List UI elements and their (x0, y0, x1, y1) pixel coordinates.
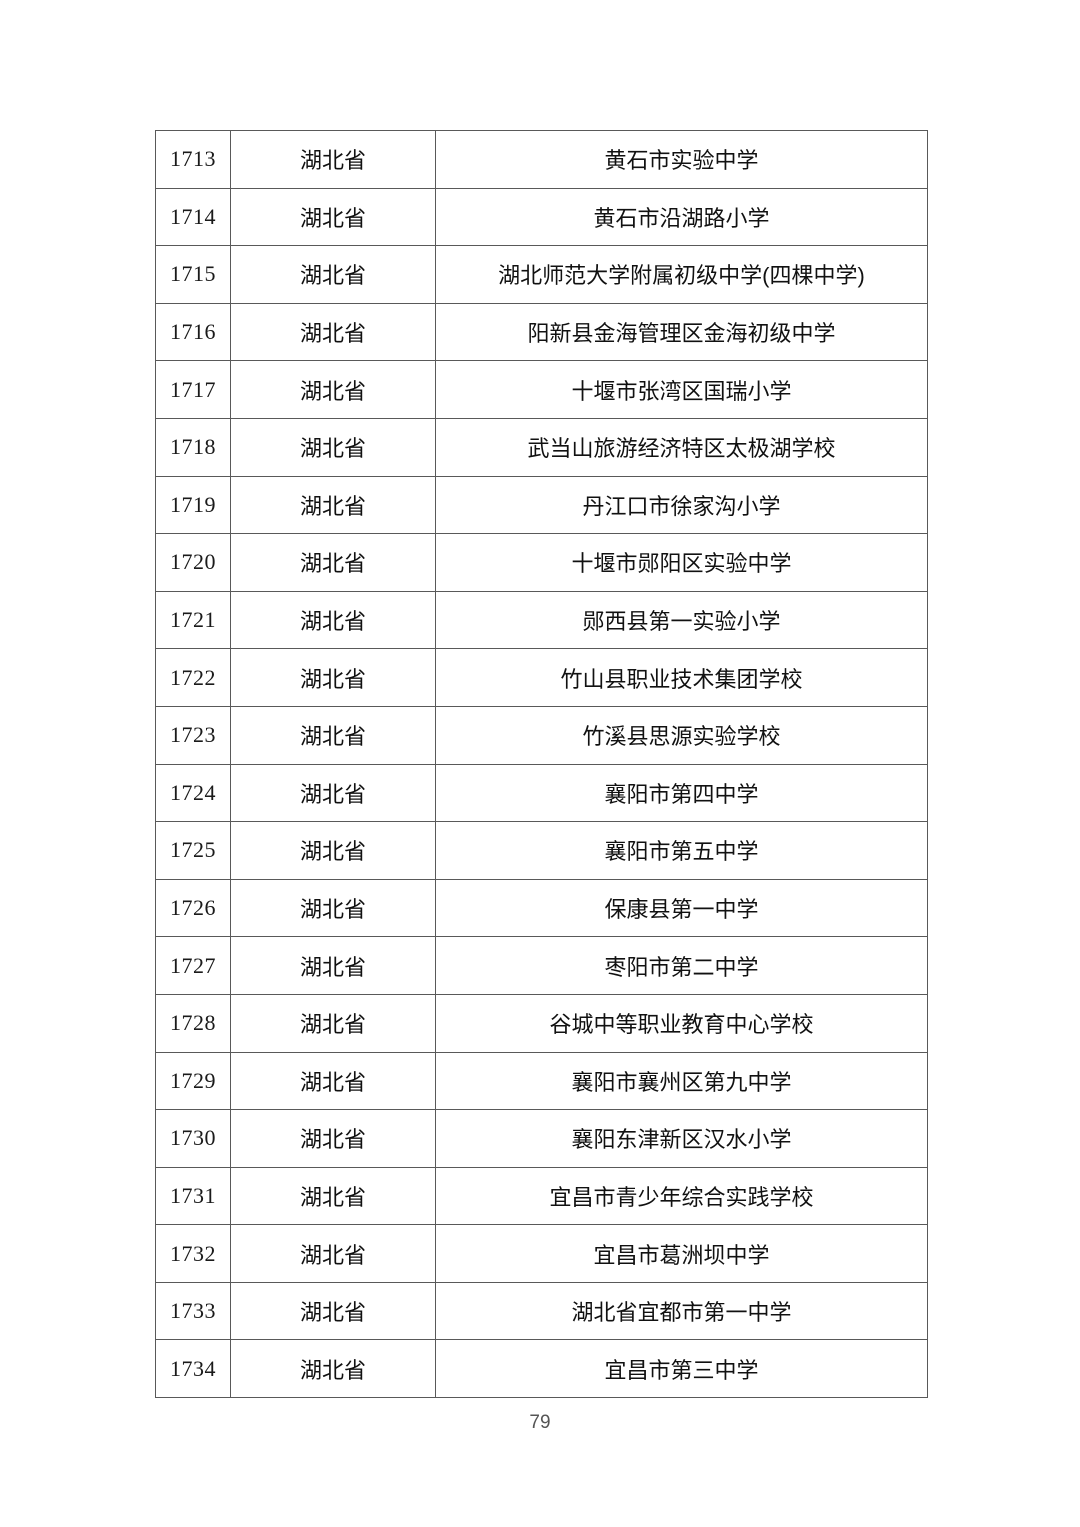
province-cell: 湖北省 (230, 417, 436, 477)
province-cell: 湖北省 (230, 705, 436, 765)
table-row: 1717 湖北省 十堰市张湾区国瑞小学 (155, 360, 928, 419)
row-number-cell: 1718 (155, 417, 231, 477)
school-name-cell: 武当山旅游经济特区太极湖学校 (435, 417, 928, 477)
table-row: 1726 湖北省 保康县第一中学 (155, 878, 928, 938)
table-row: 1728 湖北省 谷城中等职业教育中心学校 (155, 993, 928, 1053)
school-name-cell: 丹江口市徐家沟小学 (435, 475, 928, 535)
table-row: 1721 湖北省 郧西县第一实验小学 (155, 590, 928, 650)
school-name-cell: 宜昌市青少年综合实践学校 (435, 1166, 928, 1226)
province-cell: 湖北省 (230, 1166, 436, 1226)
school-name-cell: 竹溪县思源实验学校 (435, 705, 928, 765)
table-row: 1732 湖北省 宜昌市葛洲坝中学 (155, 1224, 928, 1283)
page-number: 79 (529, 1412, 551, 1433)
school-name-cell: 黄石市沿湖路小学 (435, 187, 928, 247)
row-number-cell: 1716 (155, 302, 231, 362)
school-name-cell: 枣阳市第二中学 (435, 936, 928, 995)
table-row: 1731 湖北省 宜昌市青少年综合实践学校 (155, 1166, 928, 1226)
province-cell: 湖北省 (230, 475, 436, 535)
row-number-cell: 1719 (155, 475, 231, 535)
province-cell: 湖北省 (230, 1109, 436, 1168)
row-number-cell: 1726 (155, 878, 231, 938)
school-table-body: 1713 湖北省 黄石市实验中学 1714 湖北省 黄石市沿湖路小学 1715 … (155, 130, 928, 1399)
province-cell: 湖北省 (230, 1281, 436, 1341)
table-row: 1723 湖北省 竹溪县思源实验学校 (155, 705, 928, 765)
table-row: 1718 湖北省 武当山旅游经济特区太极湖学校 (155, 417, 928, 477)
row-number-cell: 1720 (155, 533, 231, 592)
school-table: 1713 湖北省 黄石市实验中学 1714 湖北省 黄石市沿湖路小学 1715 … (155, 130, 928, 1399)
province-cell: 湖北省 (230, 821, 436, 880)
row-number-cell: 1717 (155, 360, 231, 419)
table-row: 1734 湖北省 宜昌市第三中学 (155, 1339, 928, 1399)
row-number-cell: 1728 (155, 993, 231, 1053)
province-cell: 湖北省 (230, 130, 436, 189)
row-number-cell: 1733 (155, 1281, 231, 1341)
province-cell: 湖北省 (230, 1051, 436, 1111)
province-cell: 湖北省 (230, 936, 436, 995)
province-cell: 湖北省 (230, 648, 436, 707)
row-number-cell: 1732 (155, 1224, 231, 1283)
table-row: 1714 湖北省 黄石市沿湖路小学 (155, 187, 928, 247)
school-name-cell: 襄阳市第四中学 (435, 763, 928, 823)
row-number-cell: 1723 (155, 705, 231, 765)
province-cell: 湖北省 (230, 878, 436, 938)
table-row: 1719 湖北省 丹江口市徐家沟小学 (155, 475, 928, 535)
row-number-cell: 1731 (155, 1166, 231, 1226)
school-name-cell: 湖北师范大学附属初级中学(四棵中学) (435, 245, 928, 304)
province-cell: 湖北省 (230, 1224, 436, 1283)
school-name-cell: 十堰市张湾区国瑞小学 (435, 360, 928, 419)
province-cell: 湖北省 (230, 993, 436, 1053)
table-row: 1733 湖北省 湖北省宜都市第一中学 (155, 1281, 928, 1341)
row-number-cell: 1722 (155, 648, 231, 707)
province-cell: 湖北省 (230, 245, 436, 304)
row-number-cell: 1721 (155, 590, 231, 650)
school-name-cell: 襄阳市襄州区第九中学 (435, 1051, 928, 1111)
table-row: 1725 湖北省 襄阳市第五中学 (155, 821, 928, 880)
row-number-cell: 1734 (155, 1339, 231, 1399)
province-cell: 湖北省 (230, 763, 436, 823)
row-number-cell: 1725 (155, 821, 231, 880)
table-row: 1713 湖北省 黄石市实验中学 (155, 130, 928, 189)
row-number-cell: 1729 (155, 1051, 231, 1111)
province-cell: 湖北省 (230, 187, 436, 247)
row-number-cell: 1730 (155, 1109, 231, 1168)
province-cell: 湖北省 (230, 1339, 436, 1399)
school-name-cell: 宜昌市葛洲坝中学 (435, 1224, 928, 1283)
school-name-cell: 襄阳东津新区汉水小学 (435, 1109, 928, 1168)
school-name-cell: 竹山县职业技术集团学校 (435, 648, 928, 707)
province-cell: 湖北省 (230, 590, 436, 650)
school-name-cell: 阳新县金海管理区金海初级中学 (435, 302, 928, 362)
school-name-cell: 郧西县第一实验小学 (435, 590, 928, 650)
table-row: 1729 湖北省 襄阳市襄州区第九中学 (155, 1051, 928, 1111)
table-row: 1722 湖北省 竹山县职业技术集团学校 (155, 648, 928, 707)
table-row: 1716 湖北省 阳新县金海管理区金海初级中学 (155, 302, 928, 362)
table-row: 1715 湖北省 湖北师范大学附属初级中学(四棵中学) (155, 245, 928, 304)
row-number-cell: 1713 (155, 130, 231, 189)
row-number-cell: 1714 (155, 187, 231, 247)
row-number-cell: 1715 (155, 245, 231, 304)
school-name-cell: 保康县第一中学 (435, 878, 928, 938)
school-name-cell: 宜昌市第三中学 (435, 1339, 928, 1399)
table-row: 1724 湖北省 襄阳市第四中学 (155, 763, 928, 823)
table-row: 1730 湖北省 襄阳东津新区汉水小学 (155, 1109, 928, 1168)
school-name-cell: 谷城中等职业教育中心学校 (435, 993, 928, 1053)
school-name-cell: 黄石市实验中学 (435, 130, 928, 189)
school-name-cell: 十堰市郧阳区实验中学 (435, 533, 928, 592)
province-cell: 湖北省 (230, 533, 436, 592)
province-cell: 湖北省 (230, 302, 436, 362)
province-cell: 湖北省 (230, 360, 436, 419)
row-number-cell: 1727 (155, 936, 231, 995)
table-row: 1727 湖北省 枣阳市第二中学 (155, 936, 928, 995)
school-name-cell: 襄阳市第五中学 (435, 821, 928, 880)
table-row: 1720 湖北省 十堰市郧阳区实验中学 (155, 533, 928, 592)
row-number-cell: 1724 (155, 763, 231, 823)
school-name-cell: 湖北省宜都市第一中学 (435, 1281, 928, 1341)
